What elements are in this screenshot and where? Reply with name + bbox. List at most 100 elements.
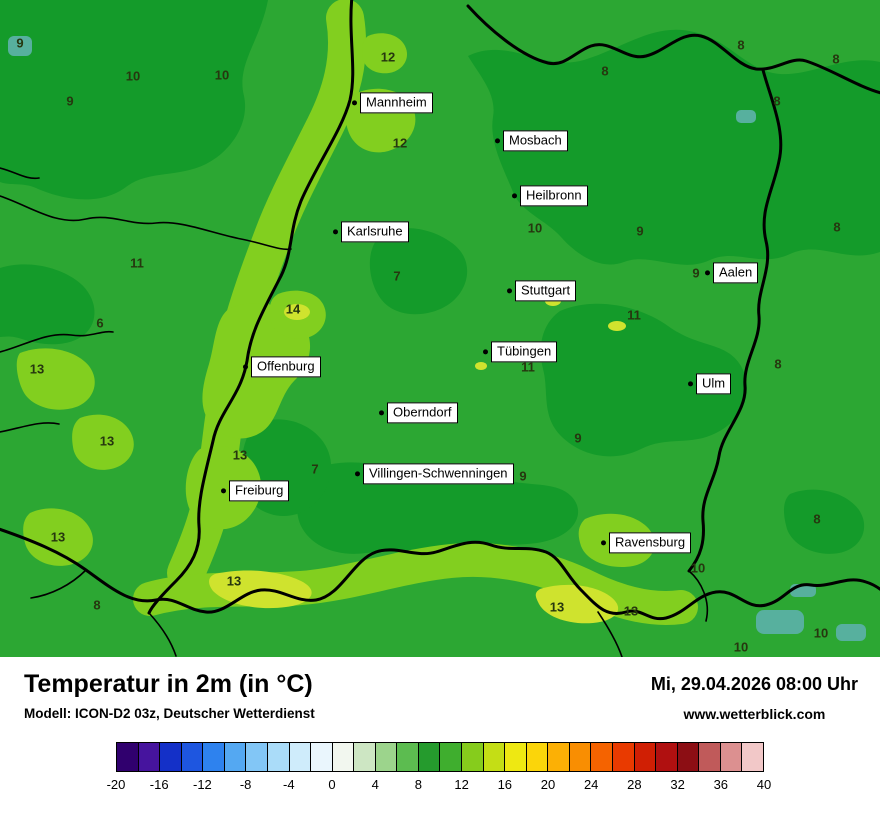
city-label: Tübingen xyxy=(491,341,558,363)
temperature-value: 12 xyxy=(380,49,396,65)
legend-color-cell xyxy=(526,743,549,771)
city-marker-ravensburg: Ravensburg xyxy=(601,532,692,554)
legend-color-cell xyxy=(375,743,398,771)
temperature-value: 9 xyxy=(692,265,700,281)
legend-color-cell xyxy=(267,743,290,771)
legend-color-cell xyxy=(677,743,700,771)
city-dot-icon xyxy=(483,349,488,355)
temperature-value: 9 xyxy=(636,223,644,239)
temperature-value: 6 xyxy=(96,315,104,331)
legend-tick-label: 0 xyxy=(328,777,336,792)
legend-color-cell xyxy=(354,743,376,771)
city-marker-oberndorf: Oberndorf xyxy=(379,402,458,424)
weather-map: 9 10 10 12 8 8 8 9 8 12 10 9 8 11 7 9 14 11 6 13 11 8 13 9 13 7 9 1… xyxy=(0,0,880,657)
website-url: www.wetterblick.com xyxy=(683,706,826,722)
footer-right: Mi, 29.04.2026 08:00 Uhr www.wetterblick… xyxy=(651,671,858,722)
legend-tick-label: 8 xyxy=(414,777,423,792)
footer-left: Temperatur in 2m (in °C) Modell: ICON-D2… xyxy=(24,670,315,720)
legend-labels: -20 -16 -12 -8 -4 0 4 8 12 16 20 24 28 32 36 40 xyxy=(107,777,772,797)
legend-color-cell xyxy=(634,743,657,771)
temperature-value: 11 xyxy=(627,307,641,323)
city-dot-icon xyxy=(601,540,606,546)
temperature-value: 10 xyxy=(813,625,829,641)
temperature-value: 9 xyxy=(519,468,527,484)
map-title: Temperatur in 2m (in °C) xyxy=(24,670,313,698)
legend-color-cell xyxy=(224,743,247,771)
legend-tick-label: 28 xyxy=(627,777,642,792)
city-dot-icon xyxy=(221,488,226,494)
city-marker-mannheim: Mannheim xyxy=(352,92,433,114)
legend-color-cell xyxy=(397,743,419,771)
temperature-value: 9 xyxy=(16,35,24,51)
legend-color-cell xyxy=(505,743,527,771)
legend-color-cell xyxy=(440,743,462,771)
temperature-value: 7 xyxy=(311,461,319,477)
legend-color-cell xyxy=(548,743,570,771)
forecast-datetime: Mi, 29.04.2026 08:00 Uhr xyxy=(650,674,858,694)
temperature-value: 8 xyxy=(93,597,101,613)
city-dot-icon xyxy=(507,288,512,294)
legend-color-cell xyxy=(203,743,225,771)
legend-color-cell xyxy=(117,743,139,771)
city-marker-offenburg: Offenburg xyxy=(243,356,321,378)
legend-color-cell xyxy=(742,743,763,771)
temperature-value: 8 xyxy=(833,219,841,235)
temperature-layer: 9 10 10 12 8 8 8 9 8 12 10 9 8 11 7 9 14 11 6 13 11 8 13 9 13 7 9 1… xyxy=(16,35,841,655)
legend-color-cell xyxy=(418,743,441,771)
city-label: Offenburg xyxy=(251,356,321,378)
temperature-value: 8 xyxy=(774,356,782,372)
legend-color-cell xyxy=(181,743,204,771)
map-terrain xyxy=(0,0,880,657)
temperature-value: 9 xyxy=(66,93,74,109)
city-dot-icon xyxy=(333,229,338,235)
legend-tick-label: -4 xyxy=(283,777,295,792)
temperature-value: 8 xyxy=(773,93,781,109)
legend-tick-label: 32 xyxy=(670,777,685,792)
city-marker-karlsruhe: Karlsruhe xyxy=(333,221,409,243)
temperature-value: 8 xyxy=(737,37,745,53)
legend-tick-label: -20 xyxy=(106,777,126,792)
temperature-value: 13 xyxy=(50,529,66,545)
temperature-value: 10 xyxy=(690,560,706,576)
city-label: Heilbronn xyxy=(520,185,588,207)
city-marker-stuttgart: Stuttgart xyxy=(507,280,577,302)
legend-tick-label: -16 xyxy=(149,777,169,792)
legend-color-cell xyxy=(656,743,678,771)
city-marker-freiburg: Freiburg xyxy=(221,480,290,502)
temperature-legend: -20 -16 -12 -8 -4 0 4 8 12 16 20 24 28 32 36 40 xyxy=(107,742,772,797)
city-dot-icon xyxy=(512,193,517,199)
temperature-value: 10 xyxy=(733,639,749,655)
temperature-value: 8 xyxy=(601,63,609,79)
legend-color-cell xyxy=(483,743,506,771)
city-marker-aalen: Aalen xyxy=(705,262,759,284)
temperature-value: 13 xyxy=(29,361,45,377)
city-dot-icon xyxy=(352,100,357,106)
temperature-value: 10 xyxy=(125,68,141,84)
city-label: Villingen-Schwenningen xyxy=(363,463,514,485)
legend-tick-label: 12 xyxy=(454,777,469,792)
temperature-value: 10 xyxy=(527,220,543,236)
legend-color-cell xyxy=(612,743,635,771)
legend-scale xyxy=(116,742,764,772)
city-label: Mosbach xyxy=(503,130,568,152)
temperature-value: 13 xyxy=(232,447,248,463)
legend-color-cell xyxy=(160,743,182,771)
legend-color-cell xyxy=(332,743,355,771)
city-label: Oberndorf xyxy=(387,402,458,424)
legend-color-cell xyxy=(246,743,268,771)
city-label: Karlsruhe xyxy=(341,221,409,243)
legend-tick-label: 4 xyxy=(371,777,379,792)
city-dot-icon xyxy=(705,270,710,276)
temperature-value: 8 xyxy=(832,51,840,67)
legend-tick-label: -8 xyxy=(239,777,252,792)
temperature-value: 14 xyxy=(285,301,301,317)
legend-tick-label: 40 xyxy=(756,777,772,792)
footer: Temperatur in 2m (in °C) Modell: ICON-D2… xyxy=(0,657,880,830)
city-marker-t-bingen: Tübingen xyxy=(483,341,558,363)
city-label: Freiburg xyxy=(229,480,290,502)
city-label: Aalen xyxy=(713,262,759,284)
legend-color-cell xyxy=(138,743,161,771)
legend-color-cell xyxy=(699,743,721,771)
temperature-value: 11 xyxy=(130,255,144,271)
city-label: Ulm xyxy=(696,373,732,395)
